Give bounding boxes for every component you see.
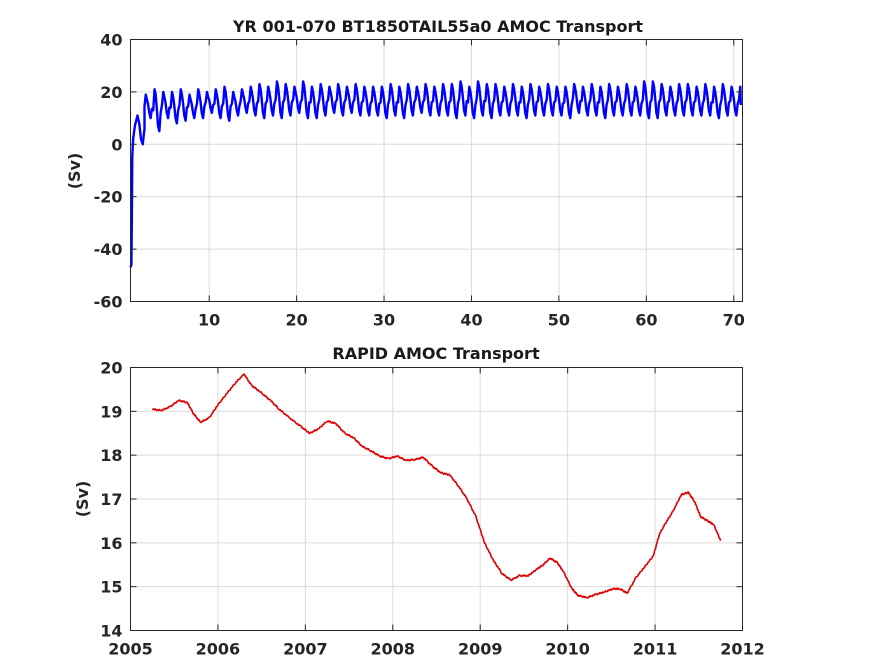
top-plot-grid [130, 39, 743, 302]
bottom-plot-x-ticks: 2005 2006 2007 2008 2009 2010 2011 2012 [108, 367, 765, 656]
bottom-plot: RAPID AMOC Transport 2005 2006 2007 2008 200… [73, 344, 765, 656]
bottom-plot-series [151, 373, 722, 599]
y-tick-label: 20 [100, 83, 122, 102]
top-plot-title: YR 001-070 BT1850TAIL55a0 AMOC Transport [232, 17, 643, 36]
top-plot-x-ticks: 10 20 30 40 50 60 70 [198, 39, 745, 330]
x-tick-label: 10 [198, 311, 220, 330]
x-tick-label: 70 [723, 311, 745, 330]
x-tick-label: 30 [373, 311, 395, 330]
series-line [151, 373, 722, 599]
y-tick-label: 15 [100, 578, 122, 597]
top-plot-series [129, 80, 742, 268]
y-tick-label: 14 [100, 622, 122, 641]
y-tick-label: 16 [100, 534, 122, 553]
x-tick-label: 2012 [720, 640, 765, 656]
top-plot-y-ticks: -60 -40 -20 0 20 40 [94, 31, 743, 312]
x-tick-label: 2008 [371, 640, 416, 656]
series-line [129, 80, 742, 268]
y-tick-label: 17 [100, 490, 122, 509]
y-tick-label: -60 [94, 293, 123, 312]
y-tick-label: -20 [94, 188, 123, 207]
top-plot: YR 001-070 BT1850TAIL55a0 AMOC Transport… [65, 17, 745, 330]
x-tick-label: 2011 [633, 640, 678, 656]
y-tick-label: 40 [100, 31, 122, 50]
y-tick-label: 18 [100, 446, 122, 465]
top-plot-y-axis-label: (Sv) [65, 153, 84, 190]
top-plot-axes [130, 39, 743, 302]
x-tick-label: 20 [285, 311, 307, 330]
x-tick-label: 40 [460, 311, 482, 330]
bottom-plot-title: RAPID AMOC Transport [332, 344, 540, 363]
x-tick-label: 2009 [458, 640, 503, 656]
y-tick-label: -40 [94, 240, 123, 259]
x-tick-label: 60 [635, 311, 657, 330]
bottom-plot-y-axis-label: (Sv) [73, 481, 92, 518]
x-tick-label: 2005 [108, 640, 153, 656]
bottom-plot-y-ticks: 14 15 16 17 18 19 20 [100, 359, 743, 641]
x-tick-label: 2006 [196, 640, 241, 656]
y-tick-label: 0 [111, 135, 122, 154]
y-tick-label: 19 [100, 402, 122, 421]
x-tick-label: 2007 [283, 640, 328, 656]
x-tick-label: 50 [548, 311, 570, 330]
bottom-plot-grid [130, 367, 743, 631]
y-tick-label: 20 [100, 359, 122, 378]
x-tick-label: 2010 [545, 640, 590, 656]
